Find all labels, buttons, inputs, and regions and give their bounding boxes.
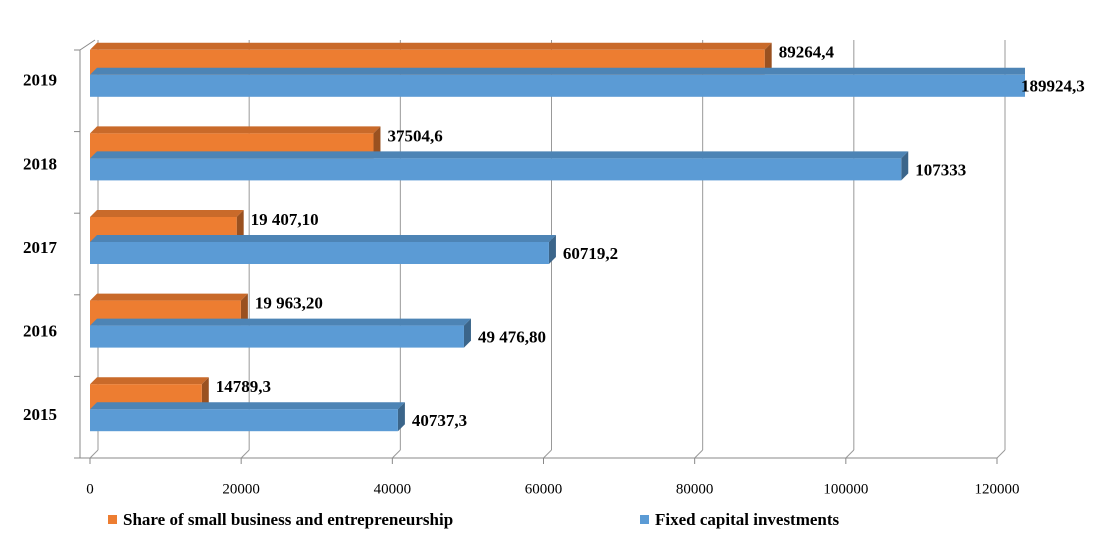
legend-swatch	[108, 515, 117, 524]
value-label: 60719,2	[563, 244, 618, 263]
bar-top	[90, 235, 556, 242]
x-tick-label: 20000	[222, 481, 260, 497]
value-label: 37504,6	[387, 126, 442, 145]
legend-label: Fixed capital investments	[655, 510, 840, 529]
y-tick-label: 2019	[23, 71, 57, 90]
grid-line	[694, 449, 704, 459]
grid-line	[996, 449, 1006, 459]
legend-label: Share of small business and entrepreneur…	[123, 510, 453, 529]
x-tick-label: 40000	[374, 481, 412, 497]
x-tick-label: 60000	[525, 481, 563, 497]
bar-side	[548, 235, 556, 264]
legend-swatch	[640, 515, 649, 524]
value-label: 49 476,80	[478, 328, 546, 347]
value-label: 40737,3	[412, 411, 467, 430]
grid-line	[543, 449, 552, 459]
bar-side	[240, 293, 248, 326]
grid-line	[89, 449, 99, 459]
bar-top	[90, 402, 405, 410]
y-tick-label: 2017	[23, 238, 58, 257]
y-tick-label: 2016	[23, 322, 57, 341]
value-label: 14789,3	[216, 377, 271, 396]
bar-side	[397, 402, 405, 432]
x-tick-label: 80000	[676, 481, 714, 497]
bar	[90, 242, 549, 264]
bar-side	[764, 42, 772, 75]
bar	[90, 409, 398, 432]
grid-line	[240, 449, 250, 459]
bar-top	[90, 151, 909, 159]
value-label: 19 407,10	[251, 210, 319, 229]
x-tick-label: 100000	[823, 481, 868, 497]
y-tick-label: 2018	[23, 154, 57, 173]
y-tick-label: 2015	[23, 405, 57, 424]
bar-top	[90, 210, 244, 217]
value-label: 89264,4	[779, 43, 835, 62]
y-axis-back	[79, 39, 96, 51]
grid-line	[391, 449, 401, 459]
value-label: 107333	[915, 160, 966, 179]
value-label: 189924,3	[1021, 77, 1085, 96]
bar	[90, 74, 1025, 97]
bar-top	[90, 293, 248, 301]
bar-top	[90, 126, 381, 134]
bar-side	[201, 377, 209, 410]
bar-side	[901, 151, 909, 181]
bar-top	[90, 318, 471, 326]
bar-side	[463, 318, 471, 348]
grid-line	[845, 449, 855, 459]
bar-side	[236, 210, 244, 242]
bar-top	[90, 67, 1025, 75]
bar-side	[373, 126, 381, 159]
bar-top	[90, 377, 209, 385]
bar-top	[90, 42, 772, 50]
bar	[90, 325, 464, 348]
value-label: 19 963,20	[255, 294, 323, 313]
bars	[90, 42, 1025, 432]
x-tick-label: 120000	[975, 481, 1020, 497]
x-tick-label: 0	[86, 481, 94, 497]
bar	[90, 158, 902, 181]
